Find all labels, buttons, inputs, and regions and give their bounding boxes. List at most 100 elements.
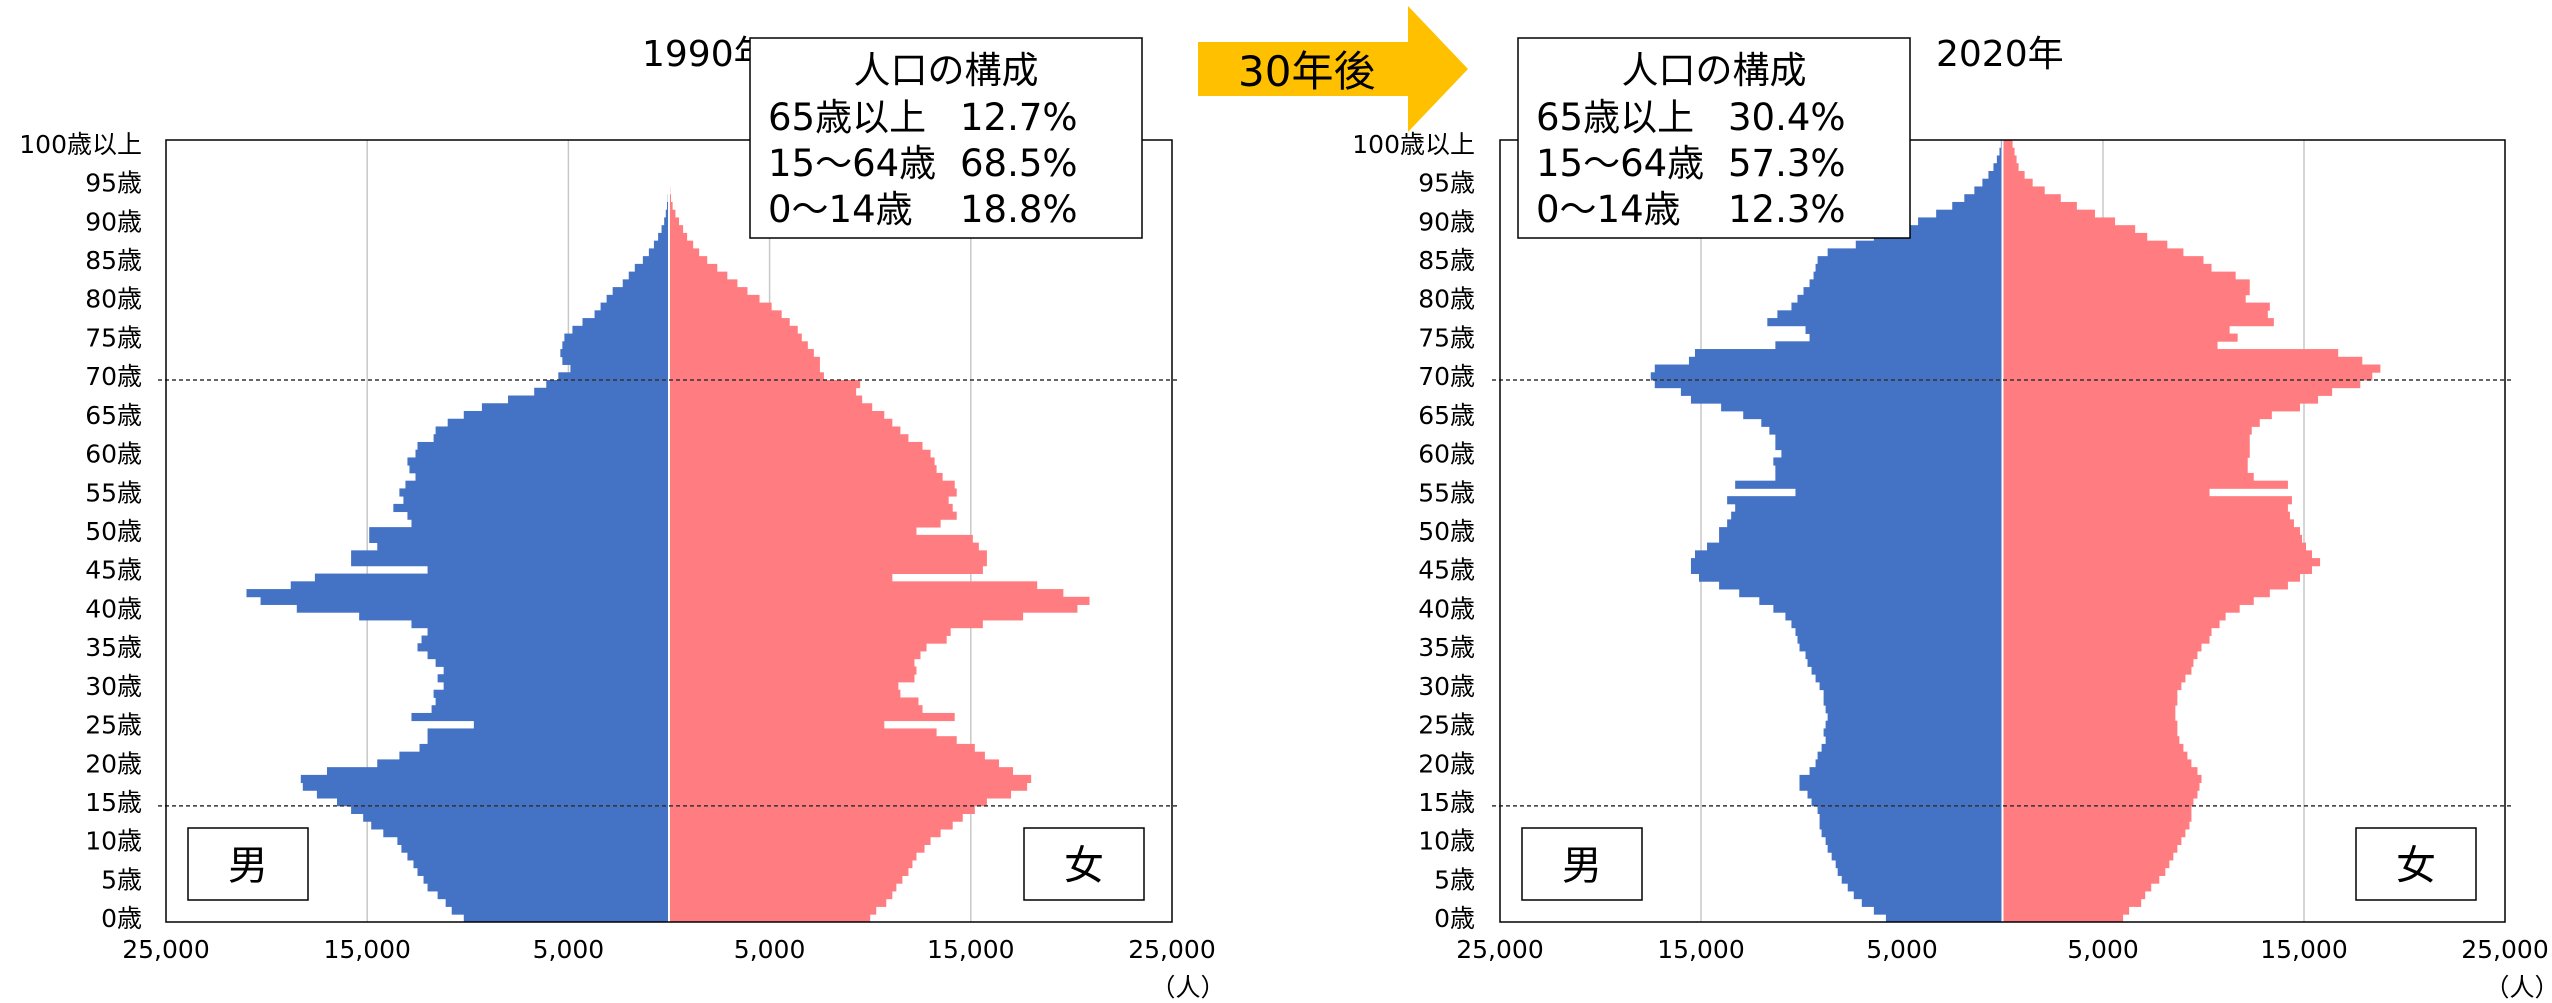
female-bar [2002,248,2184,257]
male-bar [405,480,669,489]
female-bar [669,720,885,729]
male-bar [1698,573,2003,582]
male-bar [407,852,669,861]
male-bar [594,310,669,319]
male-bar [1993,163,2003,172]
female-bar [2002,465,2248,474]
male-bar [642,256,669,265]
male-bar [1775,441,2003,451]
male-bar [296,604,669,613]
female-bar [2002,356,2363,365]
y-tick-label: 80歳 [1418,285,1475,314]
female-bar [2002,852,2174,861]
female-bar [669,790,1012,799]
male-bar [401,844,669,853]
female-bar [2002,914,2124,923]
male-label: 男 [228,843,268,889]
y-tick-label: 15歳 [85,788,142,817]
y-tick-label: 60歳 [85,440,142,469]
female-label-box [1023,827,1145,901]
male-bar [1795,627,2003,636]
male-bar [1815,674,2003,683]
male-bar [359,612,669,621]
female-bar [669,511,957,520]
male-bar [1719,527,2003,536]
female-bar [669,209,676,218]
female-bar [2002,550,2313,559]
male-bar [1694,349,2003,358]
male-bar [1982,178,2003,187]
female-bar [669,759,999,768]
y-tick-label: 30歳 [1418,672,1475,701]
female-bar [2002,681,2182,691]
male-bar [562,341,669,350]
male-bar [582,318,669,327]
y-tick-label: 10歳 [1418,827,1475,856]
male-bar [417,867,669,876]
male-bar [1791,620,2003,629]
composition-row-label: 15～64歳 [1536,142,1704,185]
female-bar [2002,496,2292,505]
male-bar [1811,666,2003,675]
male-bar [1873,232,2003,242]
male-bar [666,201,669,211]
female-bar [2002,565,2313,574]
female-bar [2002,589,2270,598]
male-bar [1853,891,2003,900]
female-bar [669,565,983,574]
female-bar [669,651,921,660]
male-bar [411,620,669,629]
female-bar [669,612,1024,621]
male-bar [300,774,669,784]
female-bar [2002,201,2077,211]
arrow-shape [1198,6,1468,132]
female-bar [2002,604,2240,613]
female-bar [669,310,782,319]
female-bar [2002,581,2288,590]
composition-row-value: 18.8% [960,188,1078,231]
y-tick-label: 75歳 [85,323,142,352]
y-tick-label: 70歳 [85,362,142,391]
x-tick-label: 25,000 [1128,935,1215,964]
male-bar [1735,503,2003,513]
male-bar [1815,263,2003,273]
female-bar [669,488,957,497]
female-bar [2002,225,2136,234]
x-unit-label: （人） [2484,973,2552,1002]
y-tick-label: 0歳 [101,904,142,933]
male-bar [1821,829,2003,838]
composition-row-label: 65歳以上 [768,96,926,139]
male-bar [314,573,669,582]
female-bar [669,287,748,296]
female-bar [669,627,951,636]
female-bar [669,643,927,652]
x-tick-label: 25,000 [122,935,209,964]
male-bar [377,759,669,768]
y-tick-label: 100歳以上 [19,130,142,159]
male-bar [1650,372,2003,381]
male-bar [1807,658,2003,667]
male-label: 男 [1562,843,1602,889]
female-bar [2002,240,2168,249]
male-bar [1841,875,2003,884]
x-tick-label: 5,000 [1866,935,1938,964]
female-bar [2002,860,2170,869]
female-label: 女 [2396,843,2436,889]
male-bar [534,387,669,396]
male-bar [1773,604,2003,613]
male-label-box [187,827,309,901]
male-bar [260,596,669,605]
male-bar [1974,186,2003,195]
female-bar [2002,612,2226,621]
female-bar [669,836,931,845]
female-bar [2002,178,2033,187]
male-bar [481,403,669,412]
female-bar [2002,341,2218,350]
male-bar [508,395,669,404]
male-bar [1775,465,2003,474]
male-bar [1988,170,2003,180]
female-bar [669,898,887,907]
x-tick-label: 15,000 [323,935,410,964]
male-bar [1719,534,2003,544]
male-bar [1809,279,2003,288]
